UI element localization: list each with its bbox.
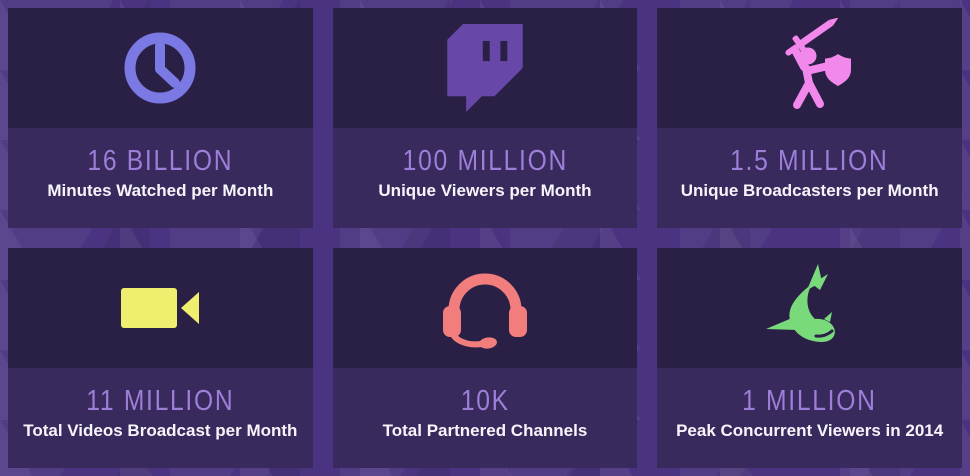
- tile-text-area: 11 MILLION Total Videos Broadcast per Mo…: [8, 368, 313, 468]
- tile-text-area: 100 MILLION Unique Viewers per Month: [332, 128, 638, 228]
- tile-text-area: 10K Total Partnered Channels: [332, 368, 638, 468]
- twitch-eye-left: [482, 40, 490, 62]
- tile-icon-area: [8, 8, 313, 128]
- stat-label: Peak Concurrent Viewers in 2014: [676, 421, 944, 440]
- shark-icon: [765, 264, 835, 342]
- tile-text-area: 16 BILLION Minutes Watched per Month: [8, 128, 313, 228]
- stat-value: 1.5 MILLION: [730, 145, 889, 177]
- stat-tile-unique-viewers: 100 MILLION Unique Viewers per Month: [332, 8, 638, 228]
- tile-text-area: 1.5 MILLION Unique Broadcasters per Mont…: [657, 128, 962, 228]
- video-camera-icon: [121, 288, 200, 328]
- stat-value: 16 BILLION: [87, 145, 234, 177]
- stat-label: Total Partnered Channels: [382, 421, 588, 440]
- tile-text-area: 1 MILLION Peak Concurrent Viewers in 201…: [657, 368, 962, 468]
- stat-label: Unique Viewers per Month: [378, 181, 592, 200]
- headset-icon: [442, 273, 527, 349]
- clock-icon: [124, 32, 196, 104]
- twitch-logo-icon: [447, 24, 523, 112]
- stat-label: Minutes Watched per Month: [47, 181, 274, 200]
- tile-icon-area: [657, 8, 962, 128]
- stat-label: Unique Broadcasters per Month: [680, 181, 939, 200]
- stat-tile-videos-broadcast: 11 MILLION Total Videos Broadcast per Mo…: [8, 248, 313, 468]
- tile-icon-area: [8, 248, 313, 368]
- stat-value: 10K: [460, 385, 510, 417]
- tile-icon-area: [332, 8, 638, 128]
- stat-tile-minutes-watched: 16 BILLION Minutes Watched per Month: [8, 8, 313, 228]
- twitch-eye-right: [500, 40, 508, 62]
- stat-label: Total Videos Broadcast per Month: [23, 421, 298, 440]
- stat-tile-peak-concurrent-viewers: 1 MILLION Peak Concurrent Viewers in 201…: [657, 248, 962, 468]
- warrior-icon: [785, 18, 851, 109]
- stat-tile-partnered-channels: 10K Total Partnered Channels: [332, 248, 638, 468]
- stat-value: 11 MILLION: [86, 385, 235, 417]
- shark-mouth: [814, 329, 834, 338]
- stat-tile-unique-broadcasters: 1.5 MILLION Unique Broadcasters per Mont…: [657, 8, 962, 228]
- tile-icon-area: [657, 248, 962, 368]
- tile-icon-area: [332, 248, 638, 368]
- stat-value: 100 MILLION: [402, 145, 568, 177]
- stat-value: 1 MILLION: [742, 385, 877, 417]
